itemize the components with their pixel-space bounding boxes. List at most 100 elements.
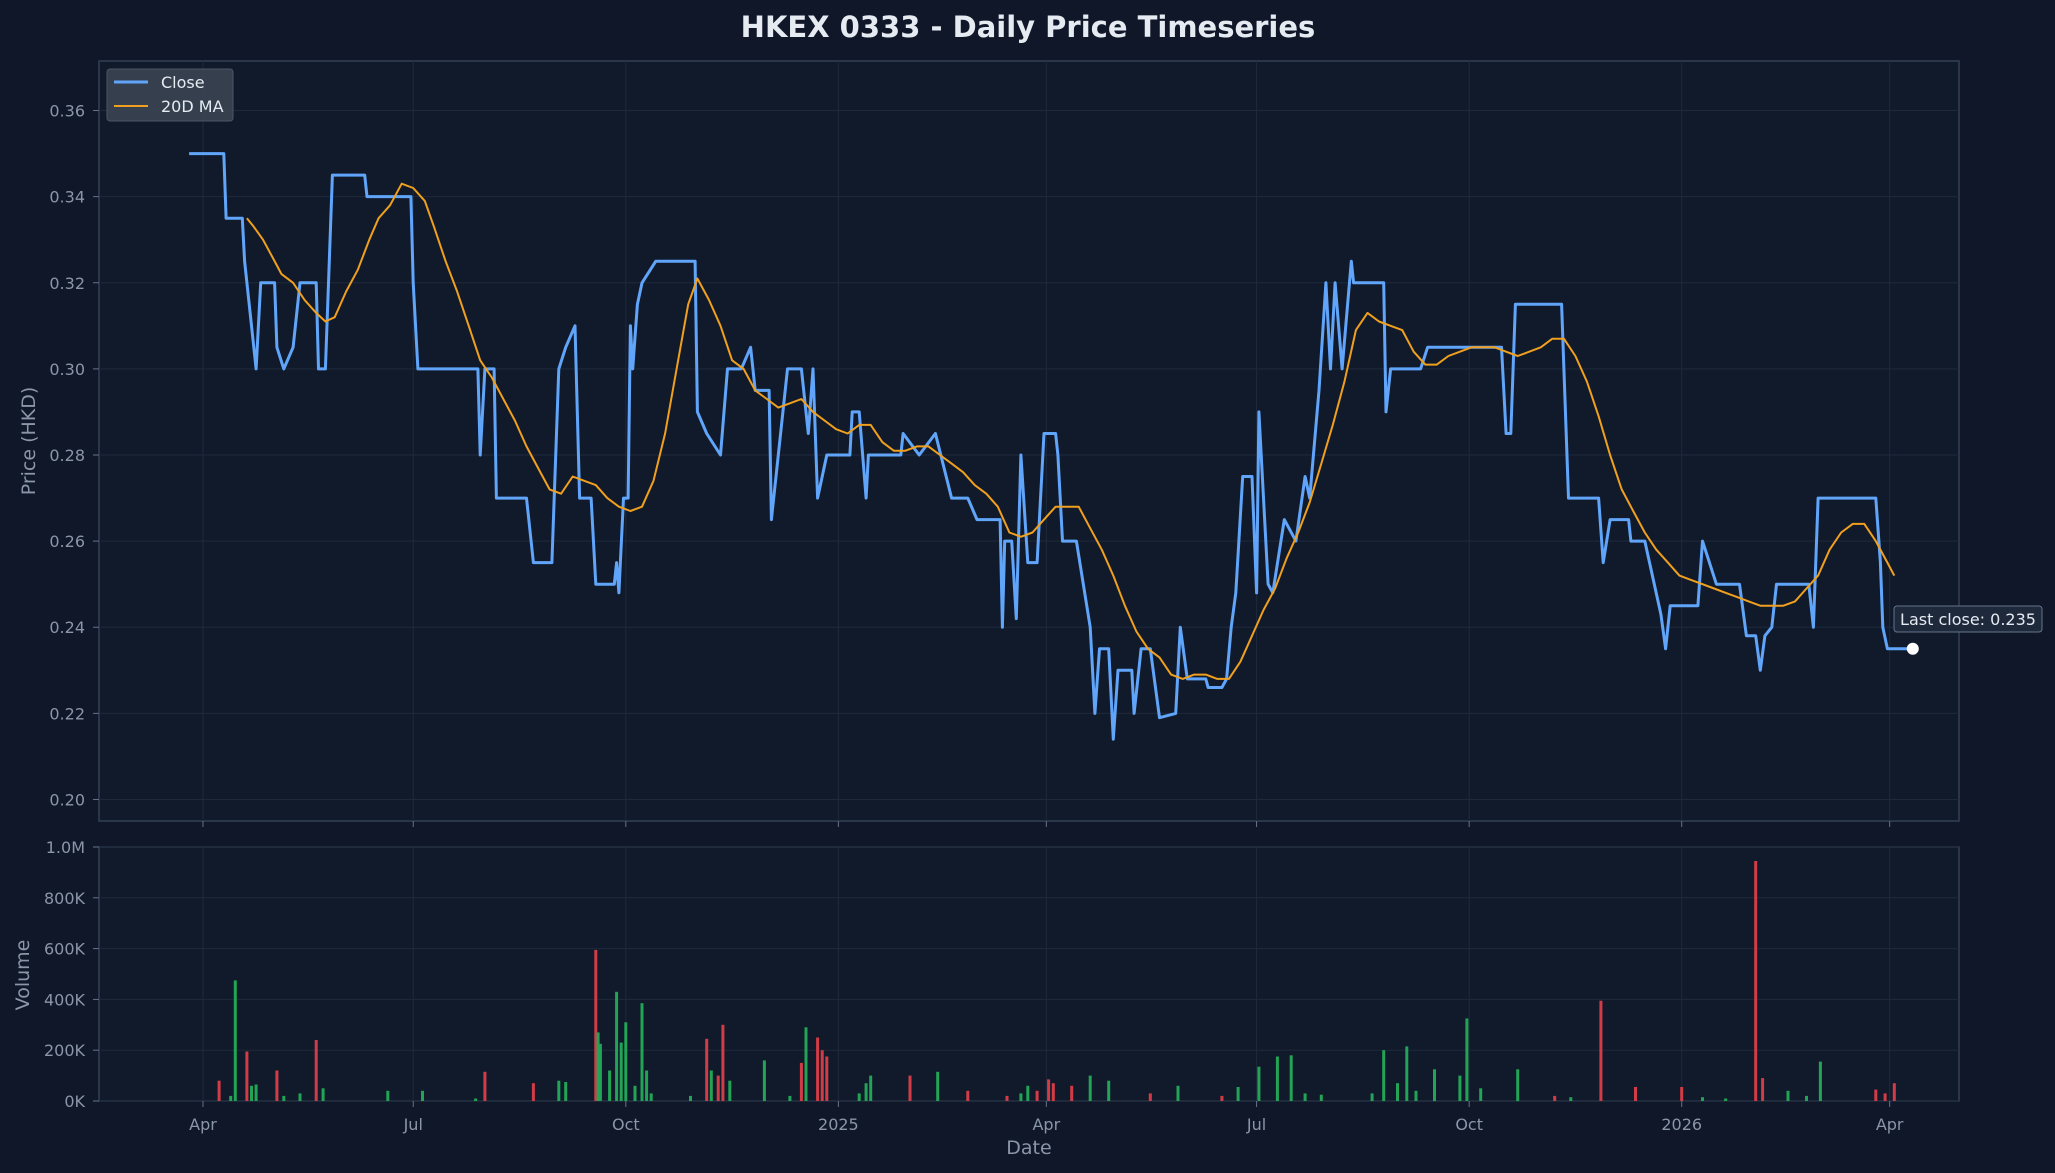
legend-close-label: Close [161, 73, 205, 92]
volume-bar [1289, 1055, 1293, 1101]
volume-bar [619, 1042, 623, 1101]
volume-bar [1035, 1090, 1039, 1101]
x-tick-label: Oct [1455, 1115, 1483, 1134]
x-axis-label: Date [1006, 1137, 1051, 1159]
volume-bar [1724, 1098, 1728, 1101]
volume-bar [531, 1083, 535, 1101]
price-y-axis-label: Price (HKD) [18, 387, 40, 496]
price-y-tick-label: 0.36 [49, 102, 85, 121]
volume-bar [217, 1080, 221, 1101]
volume-bar [1892, 1083, 1896, 1101]
volume-bar [1680, 1087, 1684, 1101]
x-axis: Apr Jul Oct 2025 Apr Jul Oct 2026 Apr [189, 821, 1904, 1134]
volume-bar [624, 1022, 628, 1101]
volume-bar [1382, 1050, 1386, 1101]
volume-bar [1070, 1085, 1074, 1101]
price-y-tick-labels: 0.20 0.22 0.24 0.26 0.28 0.30 0.32 0.34 0.36 [49, 102, 99, 809]
volume-bar [1761, 1078, 1765, 1101]
legend-ma-label: 20D MA [161, 97, 224, 116]
volume-bar [820, 1050, 824, 1101]
volume-bar [645, 1070, 649, 1101]
price-y-tick-label: 0.28 [49, 446, 85, 465]
volume-bar [936, 1071, 940, 1101]
volume-bar [869, 1075, 873, 1101]
volume-bar [1818, 1061, 1822, 1101]
volume-bar [1148, 1093, 1152, 1101]
volume-bar [386, 1090, 390, 1101]
volume-bar [564, 1082, 568, 1101]
volume-bar [1236, 1087, 1240, 1101]
volume-bar [1874, 1089, 1878, 1101]
volume-bar [594, 949, 598, 1101]
price-panel [98, 60, 1960, 822]
volume-bar [321, 1088, 325, 1101]
volume-y-tick-label: 1.0M [46, 838, 85, 857]
volume-bar [314, 1040, 318, 1101]
volume-bar [1701, 1097, 1704, 1101]
volume-bar [1303, 1093, 1307, 1101]
volume-bar [1257, 1066, 1261, 1101]
volume-bar [716, 1075, 720, 1101]
volume-bar [233, 980, 237, 1101]
volume-bar [721, 1024, 725, 1101]
volume-bar [1176, 1085, 1180, 1101]
x-tick-label: Apr [1876, 1115, 1904, 1134]
volume-bar [1414, 1090, 1418, 1101]
volume-bar [1019, 1093, 1023, 1101]
volume-bar [474, 1098, 478, 1101]
volume-y-axis-label: Volume [12, 940, 34, 1011]
chart-title: HKEX 0333 - Daily Price Timeseries [741, 10, 1316, 44]
volume-bar [966, 1090, 970, 1101]
volume-bar [799, 1062, 803, 1101]
volume-bar [1405, 1046, 1409, 1101]
price-y-tick-label: 0.24 [49, 618, 85, 637]
volume-y-tick-label: 200K [44, 1041, 86, 1060]
x-tick-label: Oct [612, 1115, 640, 1134]
last-close-marker [1906, 642, 1919, 655]
volume-bar [557, 1080, 561, 1101]
volume-bar [421, 1090, 424, 1101]
volume-bar [254, 1084, 258, 1101]
last-close-annotation: Last close: 0.235 [1893, 605, 2043, 633]
volume-bar [1754, 861, 1758, 1101]
price-y-tick-label: 0.30 [49, 360, 85, 379]
volume-bar [1805, 1095, 1808, 1101]
volume-y-tick-label: 600K [44, 940, 86, 959]
volume-bar [1458, 1075, 1462, 1101]
x-tick-label: 2026 [1661, 1115, 1702, 1134]
volume-bar [1553, 1095, 1557, 1101]
volume-y-tick-labels: 0K 200K 400K 600K 800K 1.0M [44, 838, 99, 1111]
volume-bar [649, 1093, 653, 1101]
volume-bar [709, 1070, 713, 1101]
volume-bar [1005, 1095, 1009, 1101]
price-y-tick-label: 0.22 [49, 704, 85, 723]
volume-bar [728, 1080, 732, 1101]
volume-y-tick-label: 400K [44, 990, 86, 1009]
series-line-20d-ma [246, 182, 1896, 680]
volume-bar [250, 1085, 253, 1101]
volume-bar [825, 1056, 829, 1101]
price-y-tick-label: 0.20 [49, 790, 85, 809]
volume-bar [615, 991, 619, 1101]
volume-bar [1883, 1093, 1887, 1101]
volume-bar [1107, 1080, 1111, 1101]
volume-bar [483, 1071, 487, 1101]
x-tick-label: Jul [1246, 1115, 1266, 1134]
volume-grid [99, 846, 1959, 1102]
volume-bars-layer [217, 861, 1896, 1102]
volume-bar [1569, 1097, 1573, 1101]
volume-panel [98, 846, 1960, 1102]
volume-bar [298, 1093, 302, 1101]
price-series-layer [189, 152, 1919, 741]
volume-bar [816, 1037, 820, 1101]
x-tick-label: Jul [403, 1115, 423, 1134]
volume-bar [1275, 1056, 1279, 1101]
x-tick-label: Apr [1032, 1115, 1060, 1134]
annotation-text: Last close: 0.235 [1900, 610, 2036, 629]
x-tick-label: 2025 [818, 1115, 859, 1134]
volume-y-tick-label: 800K [44, 889, 86, 908]
volume-bar [1319, 1094, 1323, 1101]
price-y-tick-label: 0.32 [49, 274, 85, 293]
legend: Close 20D MA [106, 68, 234, 122]
